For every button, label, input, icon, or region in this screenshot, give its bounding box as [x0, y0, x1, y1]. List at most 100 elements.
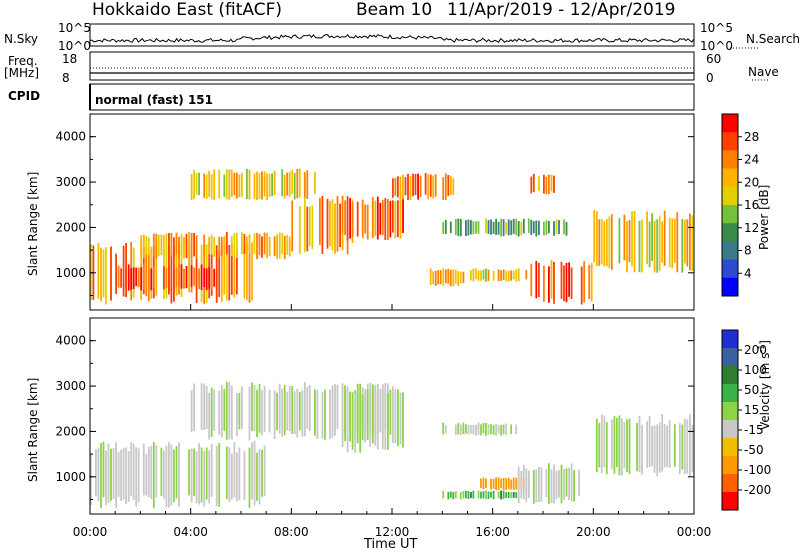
scatter-column: [485, 490, 487, 500]
scatter-column: [203, 383, 206, 430]
scatter-column: [540, 467, 543, 502]
scatter-column: [102, 249, 105, 298]
scatter-column: [490, 219, 492, 235]
colorbar-swatch: [722, 150, 738, 170]
scatter-column: [374, 200, 377, 237]
scatter-column: [334, 384, 336, 436]
velocity-bar-label: Velocity [m s-1]: [757, 340, 772, 430]
scatter-column: [205, 385, 208, 430]
scatter-column: [376, 383, 379, 450]
scatter-column: [402, 196, 404, 233]
scatter-column: [532, 173, 535, 192]
scatter-column: [203, 267, 206, 288]
scatter-column: [505, 492, 508, 498]
colorbar-frame: [721, 329, 739, 511]
scatter-column: [246, 236, 248, 257]
scatter-column: [472, 424, 475, 435]
scatter-column: [273, 390, 276, 439]
scatter-column: [178, 442, 180, 507]
scatter-column: [447, 268, 450, 284]
scatter-column: [241, 386, 243, 429]
scatter-column: [225, 232, 228, 254]
scatter-column: [465, 220, 467, 237]
scatter-column: [125, 447, 127, 505]
scatter-column: [195, 451, 198, 504]
scatter-column: [656, 219, 659, 273]
scatter-column: [180, 233, 183, 255]
scatter-column: [553, 175, 555, 193]
scatter-column: [218, 250, 221, 298]
x-tick-label: 00:00: [73, 525, 108, 539]
scatter-column: [442, 490, 445, 499]
nsky-bottom-tick: 10^0: [58, 39, 91, 53]
scatter-column: [157, 234, 160, 257]
scatter-column: [185, 266, 188, 289]
scatter-column: [376, 196, 379, 240]
scatter-column: [477, 221, 480, 234]
scatter-column: [442, 221, 445, 234]
scatter-column: [467, 491, 470, 499]
scatter-column: [563, 265, 565, 302]
scatter-column: [442, 177, 445, 200]
scatter-column: [515, 218, 518, 236]
power-panel: 4000 3000 2000 1000: [55, 113, 695, 311]
scatter-column: [500, 425, 502, 436]
scatter-column: [301, 390, 304, 437]
scatter-column: [429, 268, 432, 285]
scatter-column: [145, 245, 148, 296]
scatter-column: [303, 197, 306, 253]
scatter-column: [449, 175, 452, 195]
scatter-column: [366, 389, 369, 441]
noise-panel: [89, 23, 760, 49]
scatter-column: [256, 232, 258, 260]
scatter-column: [527, 470, 530, 498]
scatter-column: [459, 271, 462, 284]
scatter-column: [371, 197, 374, 238]
colorbar-swatch: [722, 348, 738, 367]
scatter-column: [636, 423, 638, 472]
scatter-column: [522, 218, 525, 234]
scatter-column: [200, 447, 203, 503]
scatter-column: [135, 447, 138, 507]
scatter-column: [618, 218, 621, 264]
scatter-column: [276, 392, 278, 431]
scatter-column: [613, 415, 616, 474]
scatter-column: [238, 447, 241, 501]
scatter-column: [689, 213, 691, 271]
scatter-column: [203, 451, 206, 507]
scatter-column: [447, 492, 450, 500]
scatter-column: [256, 452, 258, 501]
scatter-column: [545, 469, 548, 498]
scatter-column: [230, 453, 233, 500]
scatter-column: [364, 388, 367, 443]
velocity-colorbar: 200 100 50 15 -15 -50 -100 -200: [721, 329, 771, 511]
scatter-column: [470, 492, 472, 498]
scatter-column: [291, 385, 294, 434]
scatter-column: [449, 221, 452, 233]
scatter-column: [638, 415, 641, 473]
colorbar-swatch: [722, 474, 738, 493]
scatter-column: [512, 270, 515, 280]
scatter-column: [225, 381, 228, 440]
scatter-column: [233, 233, 236, 254]
scatter-column: [90, 453, 92, 505]
scatter-column: [374, 389, 377, 446]
scatter-column: [228, 447, 231, 502]
scatter-column: [563, 469, 565, 500]
scatter-column: [97, 447, 100, 502]
scatter-column: [140, 267, 143, 291]
scatter-column: [369, 382, 372, 447]
scatter-column: [548, 221, 550, 234]
scatter-column: [190, 390, 193, 433]
scatter-column: [306, 386, 309, 429]
scatter-column: [238, 174, 241, 198]
scatter-column: [532, 470, 535, 504]
scatter-column: [163, 450, 165, 499]
scatter-column: [553, 464, 555, 504]
scatter-column: [399, 392, 402, 445]
scatter-column: [580, 266, 583, 305]
scatter-column: [565, 263, 568, 303]
scatter-column: [278, 232, 281, 259]
colorbar-swatch: [722, 259, 738, 279]
scatter-column: [480, 424, 482, 436]
